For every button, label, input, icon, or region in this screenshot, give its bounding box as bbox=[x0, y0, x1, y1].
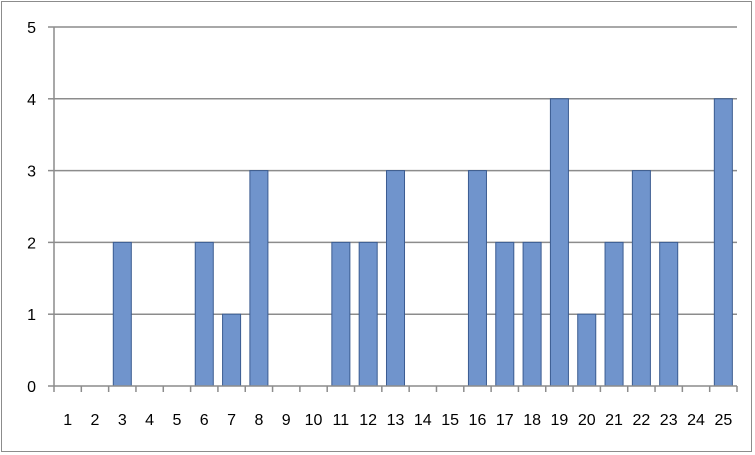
x-tick-label: 10 bbox=[305, 412, 323, 429]
x-tick-label: 9 bbox=[282, 412, 291, 429]
bar bbox=[549, 98, 569, 387]
x-axis-tick-labels: 1 2 3 4 5 6 7 8 9 10 11 12 13 14 15 16 17 18 19 20 21 22 23 24 2… bbox=[63, 412, 732, 429]
bar bbox=[659, 241, 679, 387]
bar bbox=[713, 98, 733, 387]
bar bbox=[495, 241, 515, 387]
y-axis-tick-labels: 0 1 2 3 4 5 bbox=[27, 20, 36, 396]
x-tick-label: 17 bbox=[496, 412, 514, 429]
bar bbox=[577, 313, 597, 387]
x-tick-label: 15 bbox=[441, 412, 459, 429]
y-tick-label: 5 bbox=[27, 20, 36, 37]
y-tick-label: 1 bbox=[27, 307, 36, 324]
x-tick-label: 3 bbox=[118, 412, 127, 429]
x-tick-label: 2 bbox=[91, 412, 100, 429]
x-tick-label: 1 bbox=[63, 412, 72, 429]
x-tick-label: 19 bbox=[551, 412, 569, 429]
x-tick-label: 25 bbox=[714, 412, 732, 429]
bar bbox=[112, 241, 132, 387]
bar bbox=[467, 170, 487, 387]
bar bbox=[522, 241, 542, 387]
x-tick-label: 8 bbox=[254, 412, 263, 429]
x-tick-label: 13 bbox=[387, 412, 405, 429]
bar bbox=[358, 241, 378, 387]
y-tick-label: 3 bbox=[27, 164, 36, 181]
x-tick-label: 16 bbox=[469, 412, 487, 429]
x-tick-label: 21 bbox=[605, 412, 623, 429]
x-tick-label: 12 bbox=[359, 412, 377, 429]
bar bbox=[385, 170, 406, 387]
bar bbox=[222, 313, 242, 387]
x-tick-label: 7 bbox=[227, 412, 236, 429]
bar bbox=[604, 241, 624, 387]
y-tick-label: 2 bbox=[27, 235, 36, 252]
x-tick-label: 4 bbox=[145, 412, 154, 429]
bar bbox=[249, 170, 269, 387]
x-tick-label: 18 bbox=[523, 412, 541, 429]
x-tick-label: 22 bbox=[632, 412, 650, 429]
x-tick-label: 24 bbox=[687, 412, 705, 429]
bars bbox=[112, 98, 733, 387]
bar bbox=[331, 241, 351, 387]
x-tick-label: 11 bbox=[333, 412, 350, 429]
x-tick-label: 23 bbox=[660, 412, 678, 429]
x-tick-label: 5 bbox=[172, 412, 181, 429]
y-tick-label: 0 bbox=[27, 379, 36, 396]
x-tick-label: 6 bbox=[200, 412, 209, 429]
bar bbox=[194, 241, 214, 387]
x-tick-label: 14 bbox=[414, 412, 432, 429]
y-tick-label: 4 bbox=[27, 92, 36, 109]
axes bbox=[48, 26, 738, 392]
x-tick-label: 20 bbox=[578, 412, 596, 429]
bar bbox=[631, 170, 651, 387]
